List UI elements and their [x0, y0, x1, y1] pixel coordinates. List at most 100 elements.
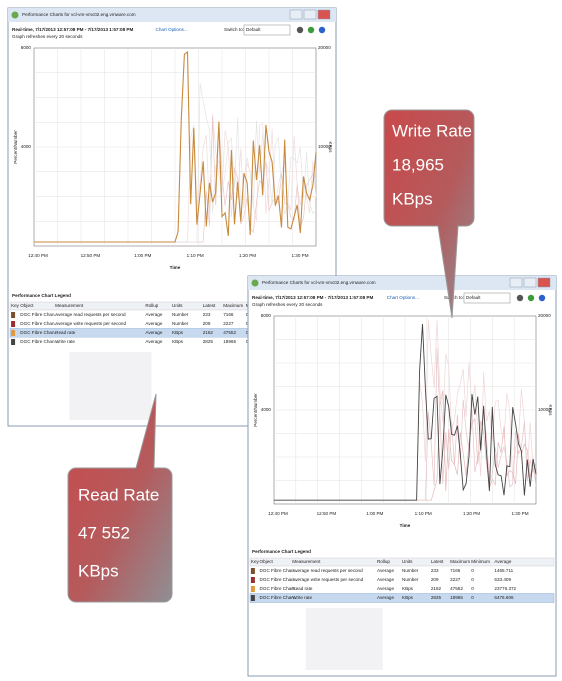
- empty-area: [70, 352, 152, 420]
- column-header: Measurement: [55, 303, 84, 308]
- table-cell: 209: [431, 577, 439, 582]
- column-header: Key: [11, 303, 20, 308]
- table-cell: 0: [471, 595, 474, 600]
- column-header: Key: [251, 559, 260, 564]
- x-label: Time: [400, 523, 411, 528]
- toolbar-icon[interactable]: [539, 295, 545, 301]
- table-cell: DGC Fibre Chan...: [20, 321, 58, 326]
- table-cell: 0: [471, 568, 474, 573]
- x-tick-label: 12:40 PM: [268, 511, 288, 516]
- window-button[interactable]: [304, 10, 316, 19]
- table-cell: 1465.711: [494, 568, 513, 573]
- refresh-note: Graph refreshes every 20 seconds: [12, 34, 83, 39]
- x-tick-label: 12:50 PM: [81, 253, 101, 258]
- callout-text: KBps: [392, 189, 433, 208]
- column-header: Latest: [203, 303, 216, 308]
- table-cell: 18965: [223, 339, 236, 344]
- table-cell: DGC Fibre Chan...: [20, 339, 58, 344]
- table-cell: Number: [402, 577, 419, 582]
- table-cell: Number: [172, 312, 189, 317]
- table-cell: 7166: [450, 568, 461, 573]
- table-cell: KBps: [172, 339, 184, 344]
- table-cell: 2227: [450, 577, 461, 582]
- table-cell: Average read requests per second: [55, 312, 126, 317]
- window-button[interactable]: [290, 10, 302, 19]
- table-cell: Average: [377, 568, 394, 573]
- x-tick-label: 12:40 PM: [28, 253, 48, 258]
- legend-title: Performance Chart Legend: [12, 293, 71, 298]
- table-cell: Average: [145, 321, 162, 326]
- table-cell: 2825: [203, 339, 214, 344]
- y-right-tick-label: 20000: [538, 313, 551, 318]
- callout-text: 18,965: [392, 155, 444, 174]
- y-left-tick-label: 8000: [261, 313, 272, 318]
- table-cell: 2825: [431, 595, 442, 600]
- table-cell: 6476.606: [494, 595, 514, 600]
- table-cell: Average: [377, 586, 394, 591]
- y-right-label: KBps: [328, 142, 333, 154]
- column-header: Maximum: [450, 559, 470, 564]
- window-2: Performance Charts for vcl-vm-vmc02.eng.…: [248, 276, 556, 676]
- y-left-tick-label: 4000: [21, 144, 32, 149]
- toolbar-icon[interactable]: [308, 27, 314, 33]
- window-title: Performance Charts for vcl-vm-vmc02.eng.…: [262, 280, 376, 285]
- table-cell: 47552: [450, 586, 463, 591]
- table-cell: 209: [203, 321, 211, 326]
- table-cell: DGC Fibre Chan...: [20, 330, 58, 335]
- app-icon: [12, 12, 19, 19]
- column-header: Measurement: [292, 559, 321, 564]
- key-swatch: [11, 321, 15, 327]
- y-left-tick-label: 4000: [261, 407, 272, 412]
- column-header: Units: [172, 303, 183, 308]
- legend-title: Performance Chart Legend: [252, 549, 311, 554]
- switch-to: Switch to:: [224, 27, 244, 32]
- refresh-note: Graph refreshes every 20 seconds: [252, 302, 323, 307]
- table-cell: 2227: [223, 321, 234, 326]
- x-label: Time: [170, 265, 181, 270]
- window-button[interactable]: [524, 278, 536, 287]
- x-tick-label: 12:50 PM: [317, 511, 337, 516]
- window-button[interactable]: [538, 278, 550, 287]
- callout-text: Write Rate: [392, 121, 472, 140]
- y-right-tick-label: 20000: [318, 45, 331, 50]
- callout-text: 47 552: [78, 523, 130, 542]
- table-cell: 23776.372: [494, 586, 516, 591]
- switch-value: Default: [466, 295, 481, 300]
- toolbar-icon[interactable]: [517, 295, 523, 301]
- table-cell: Average: [377, 577, 394, 582]
- x-tick-label: 1:20 PM: [239, 253, 256, 258]
- switch-value: Default: [246, 27, 261, 32]
- y-left-tick-label: 8000: [21, 45, 32, 50]
- table-cell: Number: [402, 568, 419, 573]
- chart-options-link[interactable]: Chart Options...: [387, 295, 419, 300]
- window-button[interactable]: [318, 10, 330, 19]
- table-cell: 47552: [223, 330, 236, 335]
- y-left-label: Percent/Number: [13, 130, 18, 164]
- table-cell: Write rate: [55, 339, 75, 344]
- table-cell: 233: [431, 568, 439, 573]
- switch-to: Switch to:: [444, 295, 464, 300]
- toolbar-icon[interactable]: [528, 295, 534, 301]
- column-header: Minimum: [471, 559, 490, 564]
- toolbar-icon[interactable]: [297, 27, 303, 33]
- toolbar-icon[interactable]: [319, 27, 325, 33]
- x-tick-label: 1:00 PM: [134, 253, 151, 258]
- key-swatch: [251, 595, 255, 601]
- y-right-label: KBps: [548, 405, 553, 417]
- x-tick-label: 1:00 PM: [366, 511, 383, 516]
- table-cell: Average read requests per second: [292, 568, 363, 573]
- table-cell: 2162: [203, 330, 214, 335]
- key-swatch: [251, 568, 255, 574]
- chart-options-link[interactable]: Chart Options...: [156, 27, 188, 32]
- column-header: Object: [260, 559, 274, 564]
- table-cell: 7166: [223, 312, 234, 317]
- key-swatch: [11, 330, 15, 336]
- column-header: Average: [494, 559, 511, 564]
- x-tick-label: 1:10 PM: [415, 511, 432, 516]
- table-cell: Average: [377, 595, 394, 600]
- table-cell: Average: [145, 330, 162, 335]
- table-cell: KBps: [172, 330, 184, 335]
- window-button[interactable]: [510, 278, 522, 287]
- key-swatch: [11, 312, 15, 318]
- table-cell: Average write requests per second: [55, 321, 126, 326]
